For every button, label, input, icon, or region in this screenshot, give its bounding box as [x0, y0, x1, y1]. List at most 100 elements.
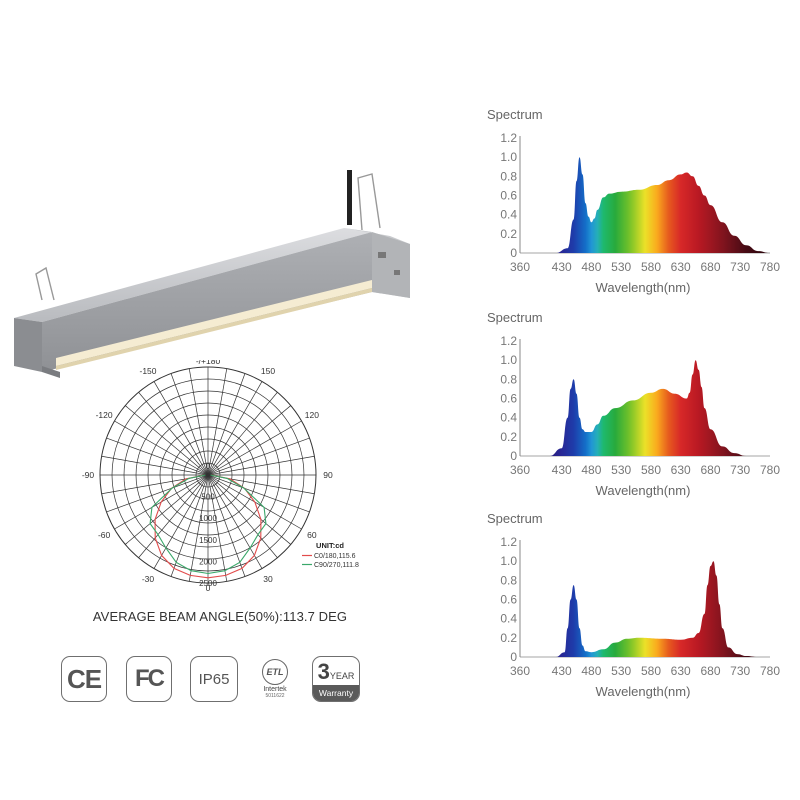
spectrum-x-tick-label: 480 [581, 463, 601, 477]
spectrum-title: Spectrum [487, 107, 543, 122]
spectrum-y-tick-label: 1.2 [500, 131, 517, 145]
spectrum-x-axis-label: Wavelength(nm) [596, 280, 691, 295]
spectrum-x-tick-label: 530 [611, 260, 631, 274]
spectrum-x-tick-label: 480 [581, 664, 601, 678]
polar-unit-label: UNIT:cd [316, 541, 344, 550]
polar-angle-label: 0 [206, 583, 211, 593]
spectrum-y-tick-label: 1.0 [500, 150, 517, 164]
spectrum-x-tick-label: 630 [671, 260, 691, 274]
spectrum-y-tick-label: 1.2 [500, 535, 517, 549]
spectrum-chart-3: Spectrum 0 0.2 0.4 0.6 0.8 1.0 1.2 360 430 480 530 5… [487, 511, 780, 699]
spectrum-y-tick-label: 0.2 [500, 227, 517, 241]
spectrum-x-tick-label: 360 [510, 260, 530, 274]
etl-listed-logo: ETL Intertek 5011622 [252, 656, 298, 702]
polar-radial-label: 1000 [199, 514, 217, 523]
polar-angle-label: 120 [305, 410, 319, 420]
spectrum-y-tick-label: 1.2 [500, 334, 517, 348]
spectrum-x-tick-label: 680 [700, 664, 720, 678]
polar-legend-entry: C0/180,115.6 [314, 553, 356, 560]
spectrum-x-tick-label: 430 [552, 664, 572, 678]
polar-legend-entry: C90/270,111.8 [314, 562, 359, 569]
spectrum-y-tick-label: 0.8 [500, 573, 517, 587]
spectrum-x-tick-label: 480 [581, 260, 601, 274]
spectrum-x-tick-label: 780 [760, 664, 780, 678]
intertek-label: Intertek [263, 686, 287, 693]
warranty-badge: 3 YEAR Warranty [312, 656, 360, 702]
average-beam-angle-label: AVERAGE BEAM ANGLE(50%):113.7 DEG [92, 609, 348, 624]
spectrum-y-tick-label: 0 [510, 246, 517, 260]
polar-radial-label: 2500 [199, 579, 217, 588]
spectrum-y-tick-label: 0.6 [500, 392, 517, 406]
spectrum-x-tick-label: 580 [641, 260, 661, 274]
spectrum-x-tick-label: 680 [700, 463, 720, 477]
spectrum-y-tick-label: 1.0 [500, 353, 517, 367]
linear-grow-light-fixture [14, 170, 410, 378]
spectrum-y-tick-label: 0.2 [500, 430, 517, 444]
spectrum-y-tick-label: 0.8 [500, 372, 517, 386]
spectrum-x-tick-label: 430 [552, 260, 572, 274]
polar-angle-label: -60 [98, 530, 111, 540]
spectrum-y-tick-label: 0 [510, 449, 517, 463]
polar-radial-label: 1500 [199, 536, 217, 545]
spectrum-chart-2: Spectrum 0 0.2 0.4 0.6 0.8 1.0 1.2 360 430 480 530 5… [487, 310, 780, 498]
spectrum-x-tick-label: 630 [671, 463, 691, 477]
polar-series-curve-1 [154, 474, 262, 579]
etl-mark: ETL [262, 659, 288, 685]
polar-grid-spoke [188, 368, 228, 582]
polar-angle-label: 90 [323, 470, 333, 480]
polar-angle-label: -150 [139, 366, 156, 376]
polar-grid [99, 366, 317, 584]
spectrum-y-tick-label: 0.8 [500, 169, 517, 183]
spectrum-area [549, 360, 747, 456]
spectrum-y-tick-label: 1.0 [500, 554, 517, 568]
spectrum-chart-1: Spectrum 0 0.2 0.4 0.6 0.8 1.0 1.2 360 430 480 530 5… [487, 107, 780, 295]
polar-angle-label: 60 [307, 530, 317, 540]
etl-number: 5011622 [265, 693, 285, 699]
spectrum-x-tick-label: 780 [760, 260, 780, 274]
spectrum-y-tick-label: 0.2 [500, 631, 517, 645]
ip-rating-text: IP65 [198, 670, 230, 688]
warranty-year-label: YEAR [329, 670, 355, 681]
spectrum-title: Spectrum [487, 511, 543, 526]
spectrum-x-tick-label: 530 [611, 463, 631, 477]
ip65-rating-logo: IP65 [190, 656, 238, 702]
spectrum-x-tick-label: 730 [730, 664, 750, 678]
fc-mark: FC [135, 665, 165, 692]
spectrum-x-tick-label: 360 [510, 463, 530, 477]
polar-angle-label: 150 [261, 366, 275, 376]
polar-angle-label: 30 [263, 574, 273, 584]
spectrum-x-tick-label: 580 [641, 463, 661, 477]
spectrum-x-tick-label: 360 [510, 664, 530, 678]
polar-angle-label: -/+180 [196, 360, 221, 366]
ce-mark: CE [66, 663, 102, 694]
spectrum-x-tick-label: 630 [671, 664, 691, 678]
spectrum-y-tick-label: 0.4 [500, 411, 517, 425]
spectrum-y-tick-label: 0.6 [500, 593, 517, 607]
polar-angle-label: -120 [96, 410, 113, 420]
ce-certification-logo: CE [61, 656, 107, 702]
warranty-years: 3 [317, 658, 330, 684]
warranty-label: Warranty [313, 684, 359, 701]
spectrum-x-tick-label: 780 [760, 463, 780, 477]
spectrum-x-tick-label: 430 [552, 463, 572, 477]
spectrum-area [555, 157, 770, 253]
spectrum-x-tick-label: 530 [611, 664, 631, 678]
polar-series-curve-2 [149, 474, 267, 575]
spectrum-x-axis-label: Wavelength(nm) [596, 684, 691, 699]
spectrum-y-tick-label: 0.4 [500, 208, 517, 222]
fcc-certification-logo: FC [126, 656, 172, 702]
spectrum-x-tick-label: 730 [730, 260, 750, 274]
spectrum-x-tick-label: 580 [641, 664, 661, 678]
polar-radial-label: 2000 [199, 557, 217, 566]
polar-angle-label: -30 [142, 574, 155, 584]
polar-angle-label: -90 [82, 470, 95, 480]
spectrum-title: Spectrum [487, 310, 543, 325]
spectrum-x-axis-label: Wavelength(nm) [596, 483, 691, 498]
polar-radial-label: 500 [201, 493, 215, 502]
spectrum-x-tick-label: 730 [730, 463, 750, 477]
spectrum-area [555, 561, 759, 657]
spectrum-x-tick-label: 680 [700, 260, 720, 274]
spectrum-y-tick-label: 0.6 [500, 189, 517, 203]
polar-luminous-intensity-chart: -/+180 150 120 90 60 30 0 -30 -60 -90 -120 -150 0 500… [82, 360, 359, 593]
spectrum-y-tick-label: 0.4 [500, 612, 517, 626]
